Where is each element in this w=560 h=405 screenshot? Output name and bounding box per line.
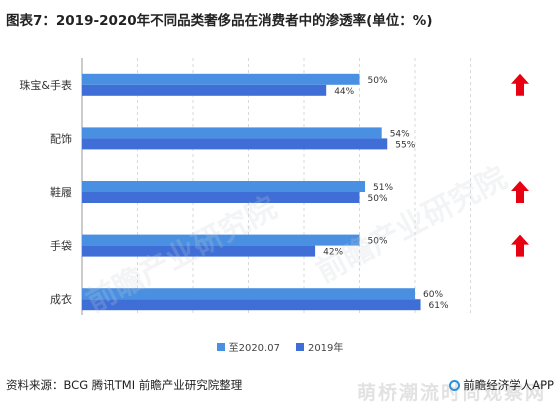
category-label: 鞋履 bbox=[50, 185, 72, 199]
data-label: 50% bbox=[368, 76, 388, 86]
data-label: 44% bbox=[334, 87, 354, 97]
category-label: 手袋 bbox=[50, 239, 72, 253]
legend-item-2019: 2019年 bbox=[295, 339, 344, 354]
data-label: 55% bbox=[395, 140, 415, 150]
brand-logo-icon bbox=[449, 379, 461, 391]
up-arrow-icon bbox=[511, 73, 529, 96]
bar bbox=[82, 299, 421, 311]
bar bbox=[82, 127, 382, 139]
data-label: 60% bbox=[423, 290, 443, 300]
bar bbox=[82, 181, 366, 192]
bar bbox=[82, 73, 360, 85]
brand-credit: 前瞻经济学人APP bbox=[449, 377, 554, 393]
up-arrow-icon bbox=[511, 234, 529, 257]
data-label: 61% bbox=[429, 301, 449, 311]
bar bbox=[82, 192, 360, 203]
data-label: 50% bbox=[368, 237, 388, 247]
legend-item-2020: 至2020.07 bbox=[216, 339, 280, 354]
legend: 至2020.07 2019年 bbox=[0, 339, 560, 354]
bar bbox=[82, 84, 327, 96]
value-labels: 50%44%54%55%51%50%50%42%60%61% bbox=[323, 76, 449, 311]
source-note: 资料来源：BCG 腾讯TMI 前瞻产业研究院整理 bbox=[6, 378, 243, 392]
data-label: 50% bbox=[368, 194, 388, 204]
legend-swatch-2019 bbox=[295, 342, 304, 351]
bar bbox=[82, 245, 316, 257]
category-label: 成衣 bbox=[50, 292, 72, 306]
bar bbox=[82, 234, 360, 246]
data-label: 42% bbox=[323, 248, 343, 258]
category-label: 珠宝&手表 bbox=[19, 78, 72, 92]
bar bbox=[82, 288, 415, 300]
legend-label-2020: 至2020.07 bbox=[228, 343, 280, 354]
trend-arrows bbox=[511, 73, 529, 257]
data-label: 51% bbox=[373, 183, 393, 193]
chart-title: 图表7：2019-2020年不同品类奢侈品在消费者中的渗透率(单位：%) bbox=[6, 13, 433, 29]
bars bbox=[82, 73, 421, 311]
up-arrow-icon bbox=[511, 181, 529, 203]
category-label: 配饰 bbox=[50, 131, 72, 145]
bar bbox=[82, 138, 388, 150]
legend-label-2019: 2019年 bbox=[307, 343, 344, 354]
data-label: 54% bbox=[390, 129, 410, 139]
legend-swatch-2020 bbox=[216, 342, 225, 351]
brand-name: 前瞻经济学人APP bbox=[463, 378, 554, 392]
